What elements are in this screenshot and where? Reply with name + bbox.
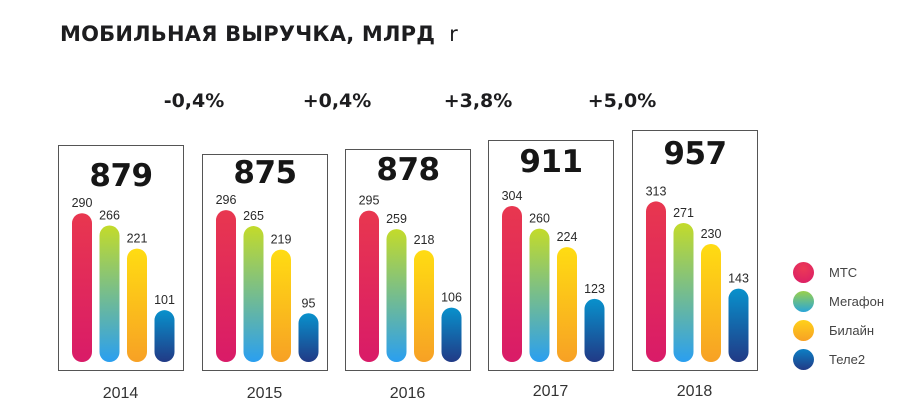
bar-2018-0 [646,201,666,362]
bar-2016-1 [386,229,407,362]
bar-value-label: 221 [127,232,148,246]
bar-value-label: 265 [243,209,264,223]
legend-item-tele2: Теле2 [793,345,884,374]
bar-value-label: 101 [154,293,175,307]
bar-value-label: 259 [386,212,407,226]
year-label: 2015 [246,385,283,402]
growth-label: +3,8% [443,90,513,112]
legend-item-beeline: Билайн [793,316,884,345]
bar-2017-1 [529,228,550,362]
bar-2015-3 [298,313,319,362]
legend-label: МТС [829,265,858,280]
legend-item-mts: МТС [793,258,884,287]
bar-2017-2 [557,247,577,362]
bar-value-label: 295 [359,194,380,208]
legend-swatch [793,291,814,312]
bar-2014-0 [72,213,92,362]
legend-swatch [793,349,814,370]
bar-value-label: 304 [502,189,523,203]
bar-value-label: 260 [529,212,550,226]
legend-label: Билайн [829,323,875,338]
total-value: 875 [233,155,297,191]
legend: МТС Мегафон Билайн Теле2 [793,258,884,374]
bar-value-label: 313 [646,184,667,198]
bar-2018-2 [701,244,721,362]
year-label: 2014 [102,385,139,402]
bar-2015-1 [243,226,264,362]
bar-2016-0 [359,210,379,362]
chart-title: МОБИЛЬНАЯ ВЫРУЧКА, МЛРД r [60,22,458,46]
total-value: 878 [376,152,440,188]
bar-value-label: 219 [271,233,292,247]
legend-swatch [793,262,814,283]
legend-label: Мегафон [829,294,884,309]
bar-2018-1 [673,222,694,362]
year-label: 2016 [389,385,426,402]
bar-value-label: 290 [72,196,93,210]
bar-2018-3 [728,288,749,362]
bar-2017-3 [584,298,605,362]
title-text: МОБИЛЬНАЯ ВЫРУЧКА, МЛРД [60,22,436,46]
bar-value-label: 106 [441,291,462,305]
bar-value-label: 266 [99,209,120,223]
bar-value-label: 296 [216,193,237,207]
total-value: 957 [663,136,727,172]
legend-label: Теле2 [829,352,866,367]
total-value: 911 [519,144,583,180]
legend-item-megafon: Мегафон [793,287,884,316]
bar-2014-2 [127,248,147,362]
bar-value-label: 123 [584,282,605,296]
bar-2017-0 [502,206,522,362]
growth-label: -0,4% [163,90,225,112]
bar-value-label: 218 [414,233,435,247]
total-value: 879 [89,158,153,194]
bar-value-label: 224 [557,230,578,244]
bar-2016-2 [414,250,434,362]
bar-2014-1 [99,225,120,362]
bar-value-label: 271 [673,206,694,220]
bar-value-label: 95 [302,296,316,310]
bar-2014-3 [154,310,175,362]
year-label: 2017 [532,383,569,400]
growth-label: +0,4% [302,90,372,112]
bar-2016-3 [441,307,462,362]
title-unit: r [449,22,458,46]
bar-2015-2 [271,249,291,362]
bar-2015-0 [216,210,236,362]
legend-swatch [793,320,814,341]
year-label: 2018 [676,383,713,400]
bar-value-label: 230 [701,227,722,241]
growth-label: +5,0% [587,90,657,112]
bar-value-label: 143 [728,272,749,286]
